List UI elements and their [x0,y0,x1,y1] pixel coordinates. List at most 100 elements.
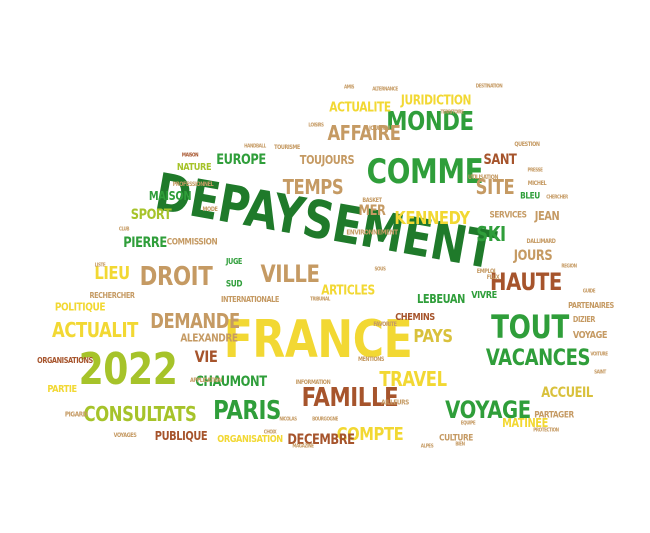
cloud-word: PROTECTION [533,427,559,434]
cloud-word: ENVIRONNEMENT [346,228,398,237]
cloud-word: REGION [561,263,577,270]
cloud-word: PUBLIQUE [154,429,208,443]
cloud-word: CULTURE [439,433,473,444]
cloud-word: MER [358,203,386,219]
cloud-word: DECEMBRE [287,432,355,448]
cloud-word: CHERCHER [546,194,568,201]
cloud-word: DEMANDE [150,309,240,333]
cloud-word: AILLEURS [381,398,409,407]
cloud-word: INTERNATIONALE [221,295,279,304]
cloud-word: JOURNAL [369,125,391,132]
cloud-word: LIEU [94,263,130,284]
cloud-word: PIERRE [123,235,167,251]
cloud-word: MODE [202,206,218,213]
cloud-word: JEAN [534,209,560,223]
cloud-word: JUGE [225,257,243,266]
cloud-word: SPORT [130,207,172,223]
cloud-word: PAYS [413,326,453,347]
cloud-word: TERRITOIRE [440,109,464,116]
cloud-word: PRESSE [527,167,543,174]
cloud-word: CHEMINS [395,312,435,323]
cloud-word: BIEN [455,441,465,448]
cloud-word: PARIS [213,396,281,426]
cloud-word: JURIDICTION [400,93,472,109]
cloud-word: ALEXANDRE [180,331,238,345]
cloud-word: COMPTE [336,424,404,445]
cloud-word: BLEU [520,191,540,202]
cloud-word: AFFAIRE [327,121,401,145]
cloud-word: TOURISME [274,144,300,151]
cloud-word: NATURE [176,162,212,173]
cloud-word: FRANCE [223,310,413,370]
cloud-word: EMPLOI [476,268,496,275]
cloud-word: MICHEL [527,180,547,187]
cloud-word: JOURS [513,248,553,264]
cloud-word: KENNEDY [394,208,470,229]
cloud-word: PARTENAIRES [568,301,614,310]
cloud-word: ORGANISATIONS [37,356,93,365]
cloud-word: RECHERCHER [89,291,135,300]
cloud-word: SUD [225,279,243,290]
cloud-word: SERVICES [489,210,527,221]
cloud-word: VILLE [260,260,320,288]
cloud-word: APPLICATION [189,377,223,384]
cloud-word: ACTUALIT [52,318,138,342]
cloud-word: SANT [483,152,517,168]
cloud-word: PARTAGER [534,410,574,421]
cloud-word: TOUT [491,308,569,346]
cloud-word: SKI [476,222,506,246]
cloud-word: ORGANISATION [217,434,283,445]
cloud-word: MONDE [386,107,474,137]
cloud-word: PARTIE [47,384,77,395]
cloud-word: FLUX [486,274,500,281]
cloud-word: MAGAZINE [292,443,314,450]
cloud-word: DESTINATION [475,83,503,90]
cloud-word: 2022 [78,344,178,395]
cloud-word: ALPES [420,443,434,450]
cloud-word: DALLIMARD [526,238,556,245]
cloud-word: MAISON [148,189,192,203]
cloud-word: VIE [194,347,218,366]
cloud-word: SAINT [594,369,606,376]
cloud-word: MENTIONS [357,356,385,363]
cloud-word: TEMPS [282,175,344,199]
cloud-word: ACTUALITE [329,100,391,116]
cloud-word: VOYAGES [113,432,137,439]
cloud-word: VOYAGE [572,330,608,341]
cloud-word: BOURGOGNE [312,416,338,423]
cloud-word: LOISIRS [308,122,324,129]
cloud-word: CHAUMONT [195,374,267,390]
cloud-word: LISTE [94,262,106,269]
cloud-word: COMME [366,152,484,192]
cloud-word: HANDBALL [244,143,266,150]
cloud-word: POLITIQUE [54,300,106,314]
cloud-word: MATINEE [502,416,548,430]
cloud-word: NICOLAS [279,416,297,423]
cloud-word: TRAVEL [379,367,447,391]
cloud-word: PROFESSIONNEL [172,181,214,188]
cloud-word: GUIDE [582,288,596,295]
cloud-word: FAMILLE [301,383,399,413]
cloud-word: DIZIER [572,315,596,324]
cloud-word: UTILISATION [467,174,499,181]
cloud-word: HAUTE [490,268,562,296]
cloud-word: EQUIPE [460,420,476,427]
cloud-word: CHOIX [263,429,277,436]
cloud-word: CLUB [118,226,130,233]
cloud-word: VOYAGE [445,396,531,424]
cloud-word: FAVORITE [373,321,397,328]
cloud-word: LEBEUAN [417,292,465,306]
cloud-word: INFORMATION [295,379,331,386]
cloud-word: ALTERNANCE [372,86,398,93]
cloud-word: TOUJOURS [299,153,355,167]
cloud-word: SITE [475,175,515,199]
cloud-word: DROIT [139,262,213,292]
cloud-word: QUESTION [514,141,540,148]
cloud-word: MAISON [181,152,199,159]
cloud-word: ACCUEIL [541,385,593,401]
cloud-word: CONSULTATS [83,402,197,426]
cloud-word: BASKET [362,197,382,204]
cloud-word: ARTICLES [321,283,375,299]
cloud-word: AMIS [343,84,355,91]
